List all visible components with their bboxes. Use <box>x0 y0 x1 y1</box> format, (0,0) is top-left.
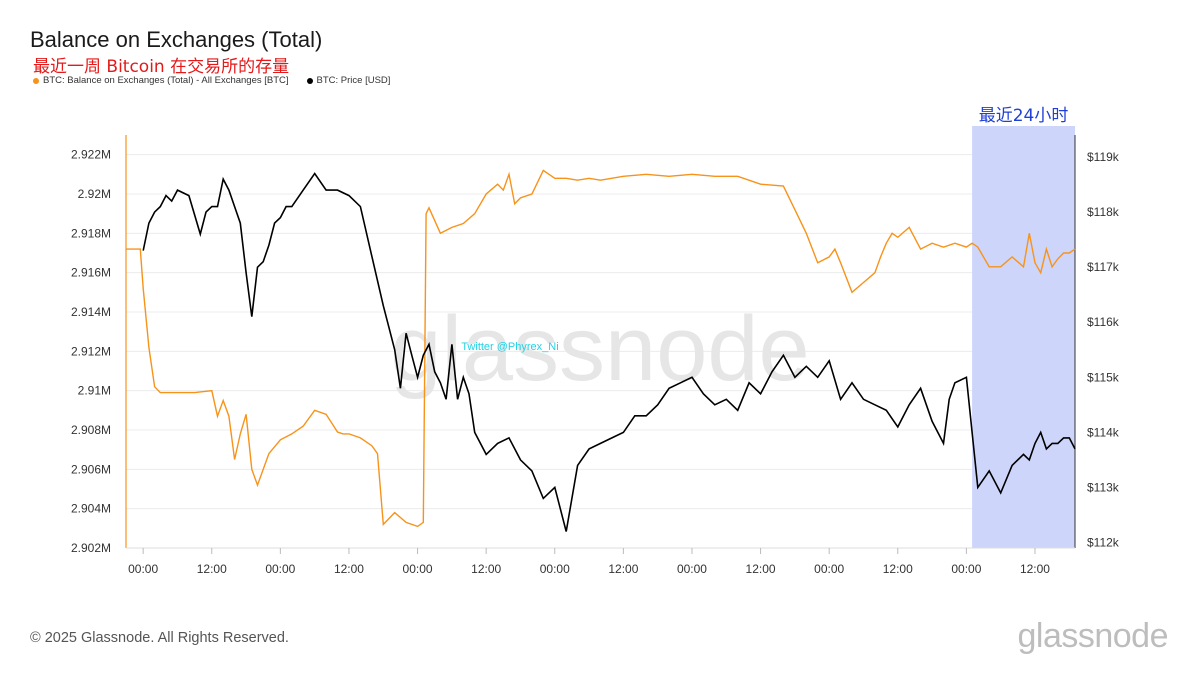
balance-series-line <box>126 169 1076 528</box>
x-tick-label: 12:00 <box>883 562 913 576</box>
y-left-tick-label: 2.902M <box>71 541 111 555</box>
watermark-handle: Twitter @Phyrex_Ni <box>461 341 558 353</box>
y-left-tick-label: 2.916M <box>71 266 111 280</box>
y-right-tick-label: $114k <box>1087 425 1120 439</box>
legend-label-balance: BTC: Balance on Exchanges (Total) - All … <box>43 75 289 86</box>
x-tick-label: 12:00 <box>746 562 776 576</box>
x-tick-label: 00:00 <box>540 562 570 576</box>
y-left-tick-label: 2.918M <box>71 226 111 240</box>
y-left-tick-label: 2.906M <box>71 462 111 476</box>
y-right-tick-label: $116k <box>1087 315 1120 329</box>
x-tick-label: 12:00 <box>471 562 501 576</box>
y-right-tick-label: $118k <box>1087 205 1120 219</box>
y-left-tick-label: 2.92M <box>78 187 111 201</box>
x-tick-label: 00:00 <box>677 562 707 576</box>
y-right-tick-label: $113k <box>1087 480 1120 494</box>
y-left-tick-label: 2.904M <box>71 502 111 516</box>
legend-dot-balance <box>33 77 39 84</box>
x-tick-label: 12:00 <box>197 562 227 576</box>
x-tick-label: 00:00 <box>814 562 844 576</box>
chart-title: Balance on Exchanges (Total) <box>30 27 323 52</box>
y-left-tick-label: 2.908M <box>71 423 111 437</box>
x-tick-label: 00:00 <box>951 562 981 576</box>
x-tick-label: 12:00 <box>334 562 364 576</box>
legend-label-price: BTC: Price [USD] <box>316 75 391 86</box>
legend: BTC: Balance on Exchanges (Total) - All … <box>33 75 390 86</box>
legend-dot-price <box>306 77 313 84</box>
y-left-tick-label: 2.922M <box>71 148 111 162</box>
y-left-tick-label: 2.912M <box>71 344 111 358</box>
price-series-line <box>142 172 1076 532</box>
highlight-label: 最近24小时 <box>979 106 1069 126</box>
highlight-band <box>972 126 1075 548</box>
x-tick-label: 00:00 <box>128 562 158 576</box>
footer-copyright: © 2025 Glassnode. All Rights Reserved. <box>30 630 289 646</box>
y-left-tick-label: 2.91M <box>78 384 111 398</box>
y-left-tick-label: 2.914M <box>71 305 111 319</box>
x-tick-label: 00:00 <box>403 562 433 576</box>
chart-subtitle: 最近一周 Bitcoin 在交易所的存量 <box>33 57 290 77</box>
x-tick-label: 12:00 <box>608 562 638 576</box>
legend-item-price[interactable]: BTC: Price [USD] <box>306 75 391 86</box>
y-right-tick-label: $119k <box>1087 150 1120 164</box>
watermark-text: glassnode <box>390 298 809 400</box>
footer-logo: glassnode <box>1017 617 1168 655</box>
y-right-tick-label: $112k <box>1087 535 1120 549</box>
y-right-tick-label: $115k <box>1087 370 1120 384</box>
x-tick-label: 00:00 <box>265 562 295 576</box>
x-tick-label: 12:00 <box>1020 562 1050 576</box>
legend-item-balance[interactable]: BTC: Balance on Exchanges (Total) - All … <box>33 75 289 86</box>
y-right-tick-label: $117k <box>1087 260 1120 274</box>
